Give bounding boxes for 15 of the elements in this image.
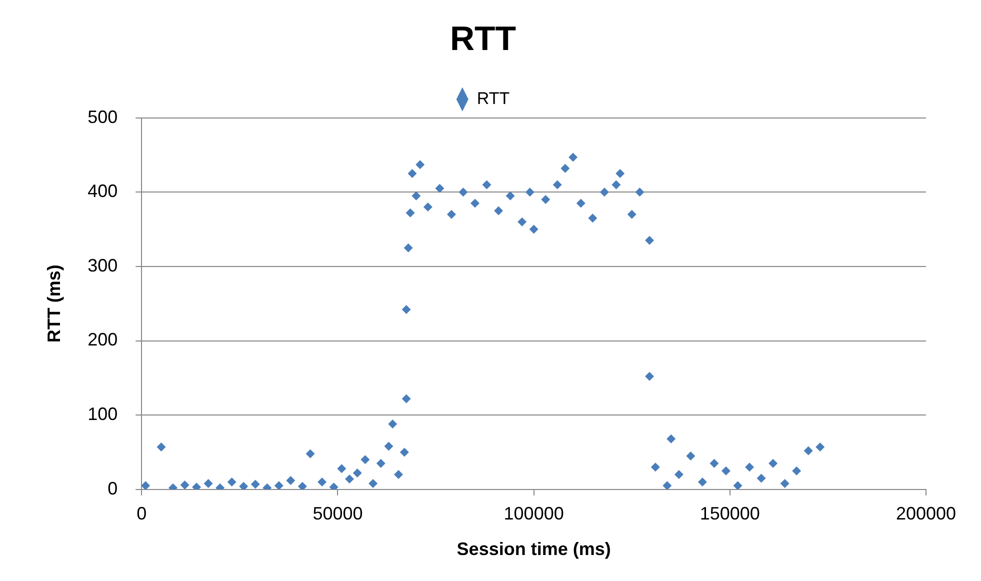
legend-label: RTT bbox=[476, 88, 510, 108]
y-tick-label: 200 bbox=[88, 330, 118, 350]
x-tick-label: 0 bbox=[136, 503, 147, 524]
x-tick-label: 100000 bbox=[504, 503, 564, 524]
x-tick-label: 200000 bbox=[896, 503, 956, 524]
y-axis-title: RTT (ms) bbox=[44, 264, 64, 343]
y-tick-label: 0 bbox=[108, 478, 118, 498]
x-tick-label: 150000 bbox=[700, 503, 760, 524]
x-tick-label: 50000 bbox=[312, 503, 363, 524]
y-tick-label: 400 bbox=[88, 181, 118, 202]
x-axis-title: Session time (ms) bbox=[456, 539, 611, 560]
y-tick-label: 500 bbox=[88, 106, 118, 127]
y-tick-label: 300 bbox=[88, 255, 118, 276]
y-tick-label: 100 bbox=[88, 404, 118, 424]
chart-title: RTT bbox=[450, 20, 516, 58]
